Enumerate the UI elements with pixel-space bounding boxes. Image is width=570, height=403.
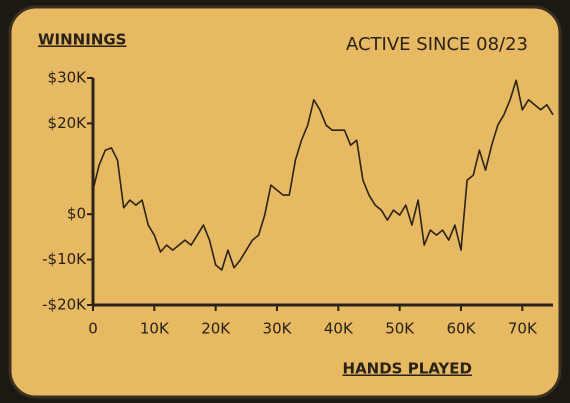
y-tick-label: $20K xyxy=(48,114,88,132)
x-tick-label: 20K xyxy=(201,320,231,338)
x-tick-label: 60K xyxy=(447,320,477,338)
y-tick-label: -$10K xyxy=(42,250,87,268)
y-tick-label: -$20K xyxy=(42,296,87,314)
x-tick-label: 10K xyxy=(140,320,170,338)
x-tick-label: 0 xyxy=(88,320,98,338)
y-tick-label: $30K xyxy=(48,69,88,87)
x-tick-label: 30K xyxy=(263,320,293,338)
y-tick-label: $0 xyxy=(67,205,86,223)
y-axis-label: WINNINGS xyxy=(38,31,126,49)
subtitle: ACTIVE SINCE 08/23 xyxy=(346,34,528,55)
x-tick-label: 40K xyxy=(324,320,354,338)
winnings-line xyxy=(92,79,554,271)
x-tick-label: 70K xyxy=(508,320,538,338)
x-axis-label: HANDS PLAYED xyxy=(343,360,472,378)
x-tick-label: 50K xyxy=(385,320,415,338)
panel xyxy=(8,5,562,399)
